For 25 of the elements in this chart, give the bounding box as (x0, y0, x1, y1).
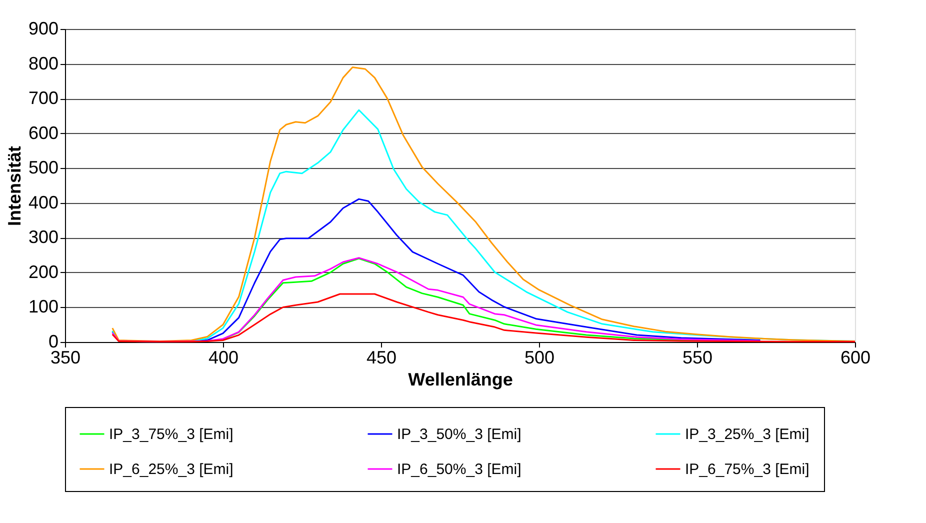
line-series (112, 66, 856, 342)
line-series (112, 257, 761, 342)
x-tick-label: 600 (840, 348, 871, 368)
y-tick-label: 300 (28, 227, 58, 248)
x-tick-label: 550 (682, 348, 713, 368)
legend-label: IP_3_50%_3 [Emi] (397, 426, 522, 443)
y-tick-label: 800 (28, 53, 58, 74)
legend-label: IP_3_75%_3 [Emi] (109, 426, 234, 443)
x-tick-label: 500 (524, 348, 555, 368)
legend-label: IP_6_25%_3 [Emi] (109, 461, 234, 478)
x-axis-title: Wellenlänge (408, 370, 513, 390)
y-tick-label: 100 (28, 296, 58, 317)
y-axis-title: Intensität (4, 146, 24, 226)
legend-label: IP_6_50%_3 [Emi] (397, 461, 522, 478)
y-tick-label: 400 (28, 192, 58, 212)
y-tick-label: 200 (28, 262, 58, 282)
x-tick-label: 450 (366, 348, 397, 368)
legend-label: IP_3_25%_3 [Emi] (685, 426, 810, 443)
y-tick-label: 900 (28, 18, 58, 38)
line-series (112, 293, 856, 342)
x-tick-label: 400 (208, 348, 239, 368)
y-tick-label: 500 (28, 158, 58, 178)
y-tick-label: 600 (28, 122, 58, 143)
y-tick-label: 700 (28, 88, 58, 108)
legend-label: IP_6_75%_3 [Emi] (685, 461, 810, 478)
